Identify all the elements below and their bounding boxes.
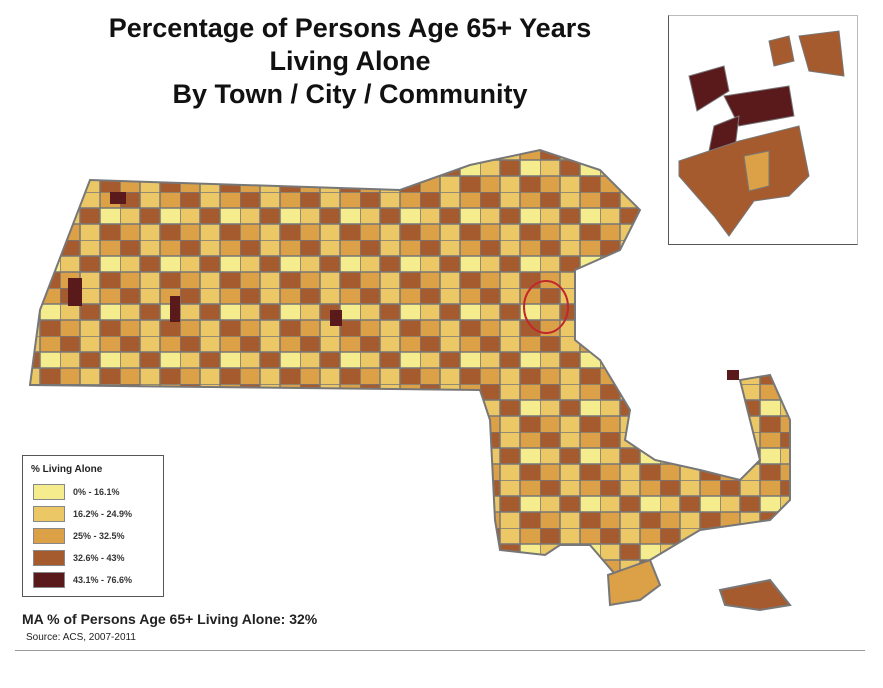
boston-highlight-circle xyxy=(523,280,569,334)
legend-swatch xyxy=(33,550,65,566)
legend-swatch xyxy=(33,506,65,522)
legend-item: 43.1% - 76.6% xyxy=(33,572,132,588)
mainland-shape xyxy=(28,148,791,582)
nantucket xyxy=(718,578,792,612)
title-line-3: By Town / City / Community xyxy=(172,79,528,109)
legend-item: 16.2% - 24.9% xyxy=(33,506,132,522)
boston-inset-map xyxy=(678,30,845,237)
legend-label: 32.6% - 43% xyxy=(73,553,125,563)
legend-swatch xyxy=(33,528,65,544)
legend-item: 25% - 32.5% xyxy=(33,528,125,544)
map-title: Percentage of Persons Age 65+ Years Livi… xyxy=(30,12,670,111)
legend-label: 16.2% - 24.9% xyxy=(73,509,133,519)
title-line-2: Living Alone xyxy=(269,46,431,76)
legend: % Living Alone 0% - 16.1% 16.2% - 24.9% … xyxy=(22,455,164,597)
legend-swatch xyxy=(33,484,65,500)
legend-item: 0% - 16.1% xyxy=(33,484,120,500)
source-note: Source: ACS, 2007-2011 xyxy=(26,632,136,643)
legend-label: 43.1% - 76.6% xyxy=(73,575,133,585)
marthas-vineyard xyxy=(606,558,662,607)
boston-inset xyxy=(668,15,858,245)
state-summary: MA % of Persons Age 65+ Living Alone: 32… xyxy=(22,611,318,627)
legend-title: % Living Alone xyxy=(31,464,103,475)
legend-label: 0% - 16.1% xyxy=(73,487,120,497)
legend-swatch xyxy=(33,572,65,588)
legend-label: 25% - 32.5% xyxy=(73,531,125,541)
legend-item: 32.6% - 43% xyxy=(33,550,125,566)
divider xyxy=(15,650,865,651)
title-line-1: Percentage of Persons Age 65+ Years xyxy=(108,13,592,43)
